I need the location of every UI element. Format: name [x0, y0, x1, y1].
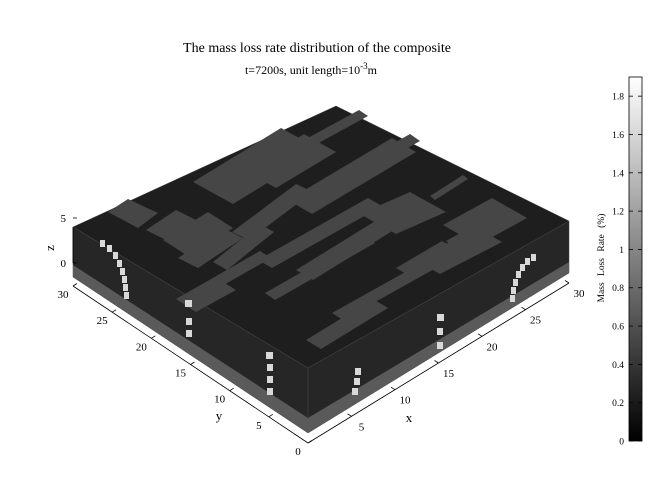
colorbar-gradient — [628, 76, 643, 442]
x-axis-label: x — [406, 410, 413, 425]
hotspot — [511, 287, 516, 294]
fiber-strip — [360, 192, 446, 234]
hotspot — [124, 292, 129, 299]
hotspot — [267, 388, 273, 395]
x-tick-mark — [564, 280, 570, 284]
x-tick-label: 5 — [359, 421, 365, 433]
x-tick-label: 25 — [530, 315, 542, 327]
y-tick-mark — [307, 440, 313, 444]
hotspot — [267, 376, 273, 383]
x-tick-label: 15 — [443, 368, 455, 380]
hotspot — [123, 284, 128, 291]
hotspot — [525, 258, 530, 265]
y-tick-label: 15 — [175, 368, 187, 380]
hotspot — [531, 254, 536, 261]
x-tick-label: 20 — [487, 341, 499, 353]
fiber-strip — [178, 228, 243, 268]
hotspot — [355, 368, 361, 375]
y-axis-label: y — [216, 408, 223, 423]
fiber-strip — [430, 175, 468, 200]
x-tick-mark — [347, 413, 352, 417]
fiber-strip — [183, 282, 236, 312]
x-tick-label: 10 — [400, 395, 412, 407]
hotspot — [186, 330, 192, 337]
y-tick-mark — [72, 283, 78, 287]
y-tick-mark — [229, 387, 234, 392]
colorbar-tick-label: 0.4 — [612, 361, 624, 371]
hotspot — [437, 328, 443, 335]
x-tick-mark — [434, 360, 439, 364]
colorbar-tick-label: 1.2 — [612, 208, 624, 218]
z-tick-label: 0 — [61, 258, 67, 270]
chart-subtitle: t=7200s, unit length=10-3m — [245, 61, 378, 77]
hotspot — [117, 260, 122, 267]
hotspot — [520, 264, 525, 271]
hotspot — [437, 342, 443, 349]
hotspot — [113, 252, 118, 259]
block-left-base-band — [73, 265, 308, 433]
y-tick-label: 10 — [214, 394, 226, 406]
fiber-strip — [265, 236, 375, 300]
hotspot — [186, 318, 192, 325]
fiber-strip — [213, 224, 274, 270]
hotspots — [100, 240, 536, 395]
hotspot — [122, 276, 127, 283]
y-tick-label: 25 — [97, 315, 109, 327]
colorbar-tick-label: 0.6 — [612, 323, 624, 333]
colorbar: 0 0.2 0.4 0.6 0.8 1 1.2 1.4 1.6 1.8 Mass Loss Rat… — [596, 76, 643, 448]
colorbar-tick-label: 1.8 — [612, 93, 624, 103]
x-tick-label: 30 — [574, 288, 586, 300]
colorbar-ticks: 0 0.2 0.4 0.6 0.8 1 1.2 1.4 1.6 1.8 — [612, 93, 642, 448]
x-axis-ticks: 5 10 15 20 25 30 — [347, 280, 586, 433]
x-tick-mark — [477, 333, 483, 337]
y-tick-label: 30 — [58, 289, 70, 301]
z-tick-label: 5 — [61, 213, 67, 225]
hotspot — [437, 314, 444, 321]
y-tick-label: 20 — [136, 341, 148, 353]
fiber-strip — [373, 134, 420, 162]
hotspot — [100, 240, 105, 247]
fiber-strip — [163, 212, 233, 256]
hotspot — [513, 279, 518, 286]
x-tick-mark — [521, 306, 526, 311]
y-tick-mark — [111, 309, 117, 313]
y-tick-mark — [151, 335, 156, 339]
colorbar-tick-label: 0.8 — [612, 284, 624, 294]
chart-title: The mass loss rate distribution of the c… — [183, 41, 451, 56]
hotspot — [107, 245, 112, 252]
colorbar-tick-label: 1 — [619, 246, 624, 256]
hotspot — [510, 295, 515, 302]
fiber-strip — [176, 251, 271, 306]
hotspot — [516, 271, 521, 278]
fiber-strip — [108, 199, 158, 228]
block-3d — [72, 105, 570, 434]
fiber-strips — [108, 110, 527, 349]
y-axis-ticks: 0 5 10 15 20 25 30 — [58, 283, 313, 458]
fiber-strip — [306, 299, 388, 349]
y-tick-mark — [190, 361, 195, 365]
y-tick-label: 5 — [256, 420, 262, 432]
z-axis-label: z — [42, 245, 57, 251]
hotspot — [354, 378, 360, 385]
colorbar-tick-label: 1.4 — [612, 169, 624, 179]
fiber-strip — [446, 209, 519, 251]
hotspot — [352, 388, 358, 395]
y-tick-mark — [268, 413, 274, 418]
colorbar-label: Mass Loss Rate (%) — [596, 214, 607, 303]
colorbar-tick-label: 1.6 — [612, 131, 624, 141]
x-tick-mark — [390, 386, 396, 391]
hotspot — [185, 300, 192, 307]
fiber-strip — [306, 110, 368, 145]
y-tick-label: 0 — [295, 446, 301, 458]
colorbar-tick-label: 0.2 — [612, 399, 624, 409]
z-axis-ticks: 05 — [61, 213, 77, 270]
colorbar-tick-label: 0 — [619, 438, 624, 448]
fiber-strip — [258, 198, 382, 268]
hotspot — [267, 364, 273, 371]
hotspot — [266, 352, 273, 359]
hotspot — [120, 268, 125, 275]
fiber-strip — [244, 134, 336, 188]
